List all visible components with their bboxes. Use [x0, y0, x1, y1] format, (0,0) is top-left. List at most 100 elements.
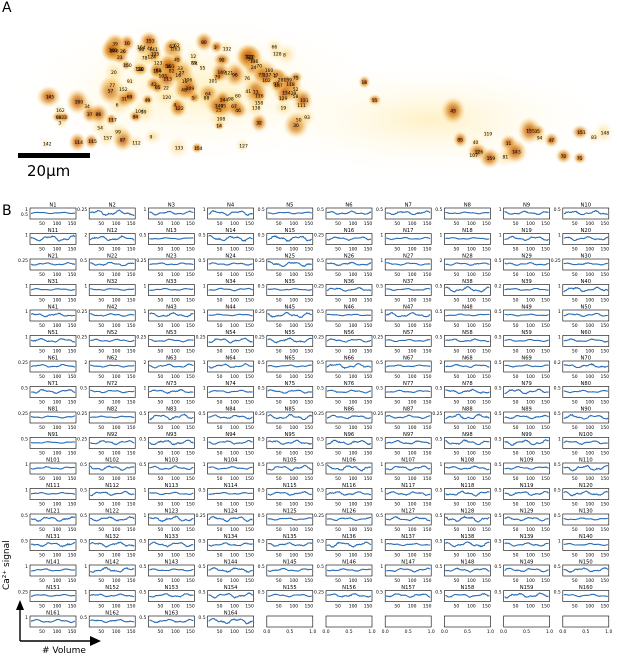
panel-frame — [148, 539, 195, 551]
calcium-trace — [445, 262, 490, 266]
x-tick-label: 100 — [526, 502, 535, 508]
panel-frame — [444, 564, 491, 577]
y-tick-label: 0.5 — [198, 615, 205, 621]
x-tick-label: 50 — [158, 553, 164, 559]
neuron-number: 130 — [135, 67, 144, 73]
neuron-number: 114 — [74, 140, 83, 146]
y-tick-label: 1 — [144, 513, 147, 519]
panel-title: N121 — [46, 509, 60, 515]
neuron-number: 13 — [253, 90, 259, 96]
calcium-trace — [386, 210, 431, 216]
x-tick-label: 50 — [335, 374, 341, 380]
neuron-number: 21 — [117, 55, 123, 61]
neuron-number: 145 — [46, 95, 55, 101]
neuron-blob — [440, 96, 466, 125]
neuron-blob — [104, 113, 118, 126]
neuron-number: 147 — [274, 83, 283, 89]
x-tick-label: 150 — [68, 451, 77, 457]
x-tick-label: 100 — [171, 400, 180, 406]
panel-title: N109 — [520, 458, 534, 464]
calcium-trace — [267, 439, 312, 446]
x-tick-label: 150 — [245, 451, 254, 457]
panel-title: N136 — [342, 534, 356, 540]
x-tick-label: 50 — [454, 604, 460, 610]
neuron-blob — [125, 133, 145, 152]
calcium-trace — [563, 210, 608, 216]
x-tick-label: 150 — [423, 527, 432, 533]
panel-title: N37 — [403, 279, 413, 285]
neuron-number: 50 — [296, 118, 302, 124]
calcium-trace — [563, 262, 608, 266]
neuron-number: 46 — [235, 108, 241, 114]
x-tick-label: 150 — [541, 221, 550, 227]
calcium-trace — [327, 389, 372, 394]
calcium-trace — [89, 312, 135, 317]
trace-panel: 0.0 0.5 1.0 — [441, 615, 494, 635]
calcium-trace — [386, 364, 431, 368]
panel-frame — [325, 564, 373, 577]
x-tick-label: 150 — [68, 221, 77, 227]
neuron-number: 81 — [503, 155, 509, 161]
y-tick-label: 1 — [558, 233, 561, 239]
neuron-number: 28 — [278, 78, 284, 84]
x-tick-label: 100 — [467, 451, 476, 457]
x-axis-label: # Volume — [42, 646, 86, 656]
panel-frame — [384, 207, 432, 220]
neuron-number: 123 — [154, 60, 163, 66]
neuron-number: 53 — [137, 67, 143, 73]
x-tick-label: 50 — [335, 323, 341, 329]
y-tick-label: 1 — [440, 462, 443, 468]
panel-title: N43 — [166, 305, 176, 311]
x-tick-label: 50 — [39, 476, 45, 482]
x-tick-label: 150 — [245, 502, 254, 508]
panel-frame — [503, 564, 550, 577]
panel-frame — [148, 462, 195, 475]
x-tick-label: 150 — [364, 298, 373, 304]
panel-frame — [562, 284, 610, 296]
y-tick-label: 0.25 — [18, 590, 28, 596]
x-tick-label: 100 — [53, 629, 62, 635]
panel-frame — [325, 411, 373, 424]
y-tick-label: 1 — [25, 309, 28, 315]
neuron-blob — [65, 88, 90, 115]
neuron-number: 140 — [215, 103, 224, 109]
neuron-blob — [40, 138, 52, 150]
x-tick-label: 50 — [394, 247, 400, 253]
calcium-trace — [90, 618, 135, 624]
x-tick-label: 150 — [127, 425, 136, 431]
neuron-number: 160 — [265, 68, 274, 74]
x-tick-label: 50 — [335, 502, 341, 508]
neuron-number: 74 — [192, 61, 198, 67]
y-tick-label: 1 — [144, 284, 147, 290]
neuron-number: 17 — [273, 73, 279, 79]
neuron-blob — [154, 87, 177, 107]
panel-title: N145 — [283, 560, 297, 566]
neuron-number: 148 — [601, 131, 610, 137]
panel-title: N58 — [462, 330, 472, 336]
panel-title: N114 — [224, 483, 238, 489]
x-tick-label: 150 — [364, 221, 373, 227]
y-tick-label: 1 — [558, 335, 561, 341]
neuron-blob — [573, 151, 587, 165]
panel-frame — [325, 284, 373, 296]
panel-frame — [148, 284, 195, 296]
panel-title: N106 — [342, 458, 356, 464]
y-tick-label: 0.5 — [435, 309, 442, 315]
panel-title: N88 — [462, 407, 472, 413]
panel-frame — [207, 615, 254, 628]
x-tick-label: 150 — [364, 349, 373, 355]
x-tick-label: 150 — [541, 374, 550, 380]
calcium-trace — [385, 542, 431, 547]
